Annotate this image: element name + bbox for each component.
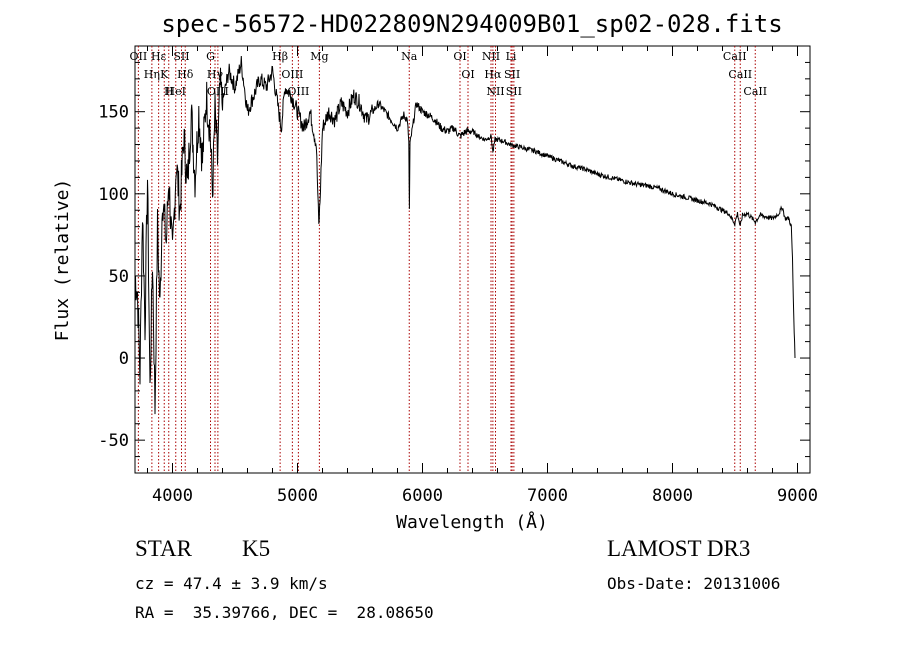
plot-axes bbox=[134, 45, 811, 474]
line-label-1: Hη bbox=[144, 68, 160, 81]
line-label-17: OI bbox=[461, 68, 474, 81]
x-axis-label: Wavelength (Å) bbox=[396, 511, 548, 533]
line-label-10: OIII bbox=[207, 85, 229, 98]
line-label-23: SII bbox=[506, 85, 522, 98]
line-label-18: NII bbox=[482, 50, 500, 63]
plot-frame bbox=[134, 45, 811, 474]
object-class: STAR bbox=[135, 536, 192, 561]
x-tick-label-4: 8000 bbox=[652, 486, 693, 506]
line-label-7: Hδ bbox=[177, 68, 194, 81]
line-label-8: G bbox=[206, 50, 215, 63]
sky-coordinates: RA = 35.39766, DEC = 28.08650 bbox=[135, 603, 434, 622]
line-label-24: CaII bbox=[723, 50, 747, 63]
x-tick-label-0: 4000 bbox=[152, 486, 193, 506]
x-axis-ticks: 4000 5000 6000 7000 8000 9000 bbox=[147, 46, 818, 506]
observation-date: Obs-Date: 20131006 bbox=[607, 574, 781, 593]
y-tick-label-3: 100 bbox=[98, 185, 129, 205]
x-tick-label-1: 5000 bbox=[277, 486, 318, 506]
y-axis-ticks: -50 0 50 100 150 bbox=[98, 61, 810, 458]
spectrum-line bbox=[135, 55, 796, 415]
line-label-2: Hε bbox=[151, 50, 167, 63]
line-label-3: K bbox=[160, 68, 169, 81]
chart-title: spec-56572-HD022809N294009B01_sp02-028.f… bbox=[161, 10, 782, 38]
spectrum-series bbox=[135, 55, 796, 415]
line-label-5: HeI bbox=[166, 85, 186, 98]
line-label-11: Hβ bbox=[272, 50, 288, 63]
line-label-16: OI bbox=[453, 50, 466, 63]
line-label-21: Li bbox=[506, 50, 517, 63]
line-label-20: NII bbox=[486, 85, 504, 98]
line-label-14: Mg bbox=[310, 50, 328, 63]
y-tick-label-0: -50 bbox=[98, 431, 129, 451]
object-subclass: K5 bbox=[242, 536, 271, 561]
x-tick-label-2: 6000 bbox=[402, 486, 443, 506]
x-tick-label-3: 7000 bbox=[527, 486, 568, 506]
y-tick-label-2: 50 bbox=[109, 267, 129, 287]
y-tick-label-1: 0 bbox=[119, 349, 129, 369]
line-label-25: CaII bbox=[728, 68, 752, 81]
y-axis-label: Flux (relative) bbox=[52, 179, 73, 342]
line-label-9: Hγ bbox=[207, 68, 224, 81]
line-label-4: H bbox=[164, 85, 174, 98]
line-label-19: Hα bbox=[484, 68, 502, 81]
line-label-12: OIII bbox=[281, 68, 303, 81]
y-tick-label-4: 150 bbox=[98, 103, 129, 123]
line-label-26: CaII bbox=[743, 85, 767, 98]
spectral-line-markers bbox=[137, 46, 756, 473]
x-tick-label-5: 9000 bbox=[777, 486, 818, 506]
line-label-15: Na bbox=[401, 50, 418, 63]
line-label-22: SII bbox=[504, 68, 520, 81]
line-label-13: OIII bbox=[287, 85, 309, 98]
survey-name: LAMOST DR3 bbox=[607, 536, 751, 561]
line-label-6: SII bbox=[173, 50, 189, 63]
redshift-value: cz = 47.4 ± 3.9 km/s bbox=[135, 574, 328, 593]
line-label-0: OII bbox=[130, 50, 148, 63]
